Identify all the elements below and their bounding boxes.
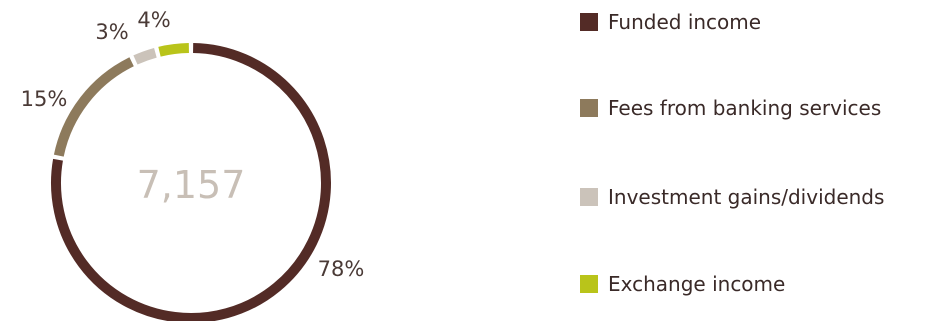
legend-label: Funded income	[608, 10, 762, 34]
donut-slice-fees-from-banking-services	[53, 57, 134, 157]
legend-item-fees-banking: Fees from banking services	[580, 96, 881, 120]
legend-label: Fees from banking services	[608, 96, 882, 120]
legend-item-exchange-income: Exchange income	[580, 272, 785, 296]
legend-swatch	[580, 275, 598, 293]
legend-swatch	[580, 13, 598, 31]
legend-item-investment-gains: Investment gains/dividends	[580, 185, 884, 209]
slice-percent-label: 4%	[137, 8, 170, 32]
legend-item-funded-income: Funded income	[580, 10, 761, 34]
slice-percent-label: 78%	[318, 257, 365, 281]
donut-slice-funded-income	[51, 43, 331, 321]
donut-slice-investment-gains-dividends	[133, 47, 157, 65]
legend-swatch	[580, 188, 598, 206]
donut-slice-exchange-income	[158, 43, 190, 57]
slice-percent-label: 3%	[95, 20, 128, 44]
legend-label: Investment gains/dividends	[608, 185, 885, 209]
legend-label: Exchange income	[608, 272, 786, 296]
center-total-label: 7,157	[137, 163, 246, 207]
legend-swatch	[580, 99, 598, 117]
slice-percent-label: 15%	[21, 87, 68, 111]
